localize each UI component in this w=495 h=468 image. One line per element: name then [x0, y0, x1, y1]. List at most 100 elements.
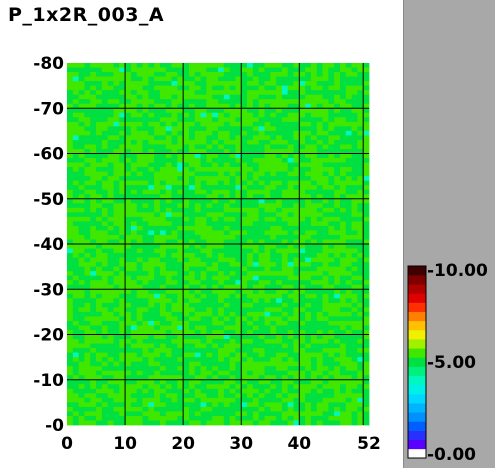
heatmap-cell: [316, 99, 323, 105]
heatmap-cell: [339, 185, 347, 191]
heatmap-cell: [200, 81, 207, 87]
heatmap-cell: [310, 85, 318, 91]
heatmap-cell: [165, 339, 172, 344]
heatmap-cell: [171, 99, 178, 105]
heatmap-cell: [293, 76, 300, 82]
heatmap-cell: [84, 393, 91, 399]
heatmap-cell: [328, 311, 335, 317]
heatmap-cell: [84, 379, 91, 385]
heatmap-cell: [223, 162, 231, 168]
heatmap-cell: [258, 311, 265, 317]
heatmap-cell: [281, 334, 289, 340]
heatmap-cell: [90, 67, 97, 73]
heatmap-cell: [96, 171, 103, 177]
heatmap-cell: [235, 225, 242, 231]
heatmap-cell: [310, 207, 318, 213]
heatmap-cell: [345, 63, 352, 68]
heatmap-cell: [357, 266, 364, 272]
heatmap-cell: [119, 352, 126, 358]
heatmap-cell: [206, 293, 213, 299]
heatmap-cell: [200, 194, 207, 200]
heatmap-cell: [264, 352, 271, 358]
heatmap-cell: [235, 348, 242, 354]
heatmap-cell: [357, 230, 364, 236]
heatmap-cell: [241, 103, 248, 109]
heatmap-cell: [125, 298, 132, 304]
heatmap-cell: [276, 379, 283, 385]
heatmap-cell: [72, 266, 80, 272]
heatmap-cell: [264, 203, 271, 209]
heatmap-cell: [345, 94, 352, 100]
heatmap-cell: [84, 180, 91, 186]
heatmap-cell: [299, 67, 306, 73]
heatmap-cell: [171, 415, 178, 421]
heatmap-cell: [119, 216, 126, 222]
heatmap-cell: [119, 420, 126, 426]
heatmap-cell: [212, 370, 219, 376]
colorbar-segment: [408, 421, 426, 431]
heatmap-cell: [345, 153, 352, 159]
heatmap-cell: [96, 379, 103, 385]
heatmap-cell: [142, 280, 149, 286]
heatmap-cell: [165, 248, 172, 254]
heatmap-cell: [223, 189, 231, 195]
heatmap-cell: [334, 189, 341, 195]
heatmap-cell: [183, 153, 190, 159]
heatmap-cell: [177, 162, 184, 168]
heatmap-cell: [299, 185, 306, 191]
heatmap-cell: [281, 370, 289, 376]
heatmap-cell: [310, 117, 318, 123]
heatmap-cell: [107, 415, 114, 421]
heatmap-cell: [72, 343, 80, 349]
heatmap-cell: [322, 307, 329, 313]
heatmap-cell: [235, 117, 242, 123]
heatmap-cell: [322, 262, 329, 268]
heatmap-cell: [334, 275, 341, 281]
heatmap-cell: [177, 121, 184, 127]
heatmap-cell: [299, 393, 306, 399]
heatmap-cell: [281, 189, 289, 195]
heatmap-cell: [252, 212, 260, 218]
heatmap-cell: [188, 176, 196, 182]
heatmap-cell: [67, 234, 74, 240]
heatmap-cell: [363, 415, 370, 421]
heatmap-cell: [339, 117, 347, 123]
heatmap-cell: [310, 67, 318, 73]
heatmap-cell: [171, 158, 178, 163]
heatmap-cell: [154, 316, 161, 322]
heatmap-cell: [305, 139, 312, 145]
heatmap-cell: [67, 352, 74, 358]
heatmap-cell: [101, 343, 109, 349]
heatmap-cell: [310, 130, 318, 136]
heatmap-cell: [67, 384, 74, 390]
heatmap-cell: [171, 230, 178, 236]
heatmap-cell: [72, 352, 80, 358]
heatmap-cell: [247, 375, 254, 381]
heatmap-cell: [270, 239, 277, 245]
heatmap-cell: [363, 366, 370, 372]
heatmap-cell: [194, 67, 201, 73]
heatmap-cell: [177, 67, 184, 73]
heatmap-cell: [136, 402, 143, 408]
heatmap-cell: [357, 357, 364, 363]
heatmap-cell: [171, 375, 178, 381]
heatmap-cell: [252, 239, 260, 245]
heatmap-cell: [305, 198, 312, 204]
heatmap-cell: [345, 212, 352, 218]
heatmap-cell: [212, 85, 219, 91]
heatmap-cell: [113, 153, 120, 159]
heatmap-cell: [357, 180, 364, 186]
heatmap-cell: [363, 135, 370, 141]
heatmap-cell: [206, 216, 213, 222]
heatmap-cell: [148, 144, 155, 150]
heatmap-cell: [351, 194, 358, 200]
heatmap-cell: [177, 384, 184, 390]
heatmap-cell: [130, 379, 138, 385]
heatmap-cell: [241, 203, 248, 209]
heatmap-cell: [305, 402, 312, 408]
heatmap-cell: [247, 307, 254, 313]
heatmap-cell: [154, 271, 161, 277]
heatmap-cell: [78, 366, 85, 372]
heatmap-cell: [264, 171, 271, 177]
heatmap-cell: [247, 189, 254, 195]
